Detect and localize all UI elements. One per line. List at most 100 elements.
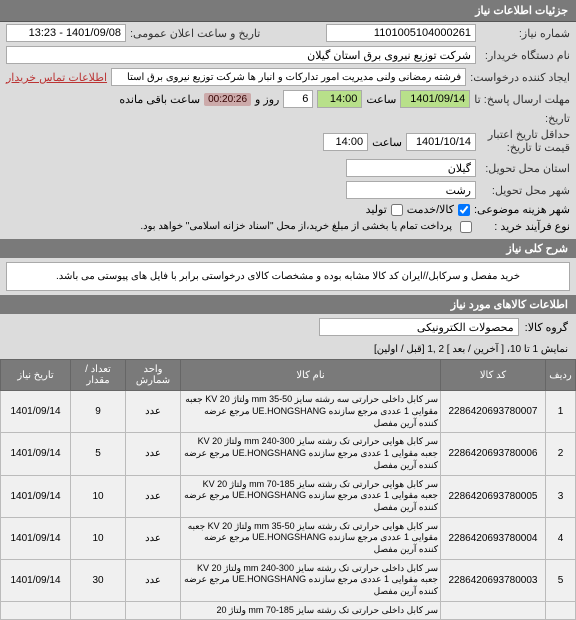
- cell-unit: عدد: [126, 475, 181, 517]
- th-code: کد کالا: [441, 360, 546, 391]
- pay-label: نوع فرآیند خرید :: [480, 220, 570, 233]
- cell-name: سر کابل داخلی حرارتی تک رشته سایز mm 70-…: [181, 601, 441, 620]
- cell-name: سر کابل هوایی حرارتی تک رشته سایز mm 35-…: [181, 517, 441, 559]
- cell-qty: 5: [71, 433, 126, 475]
- pager[interactable]: نمایش 1 تا 10، [ آخرین / بعد ] 2 ,1 [قبل…: [0, 340, 576, 359]
- cell-date: 1401/09/14: [1, 517, 71, 559]
- device-label: نام دستگاه خریدار:: [480, 49, 570, 62]
- valid-label: حداقل تاریخ اعتبار قیمت تا تاریخ:: [480, 129, 570, 155]
- valid-time: 14:00: [323, 133, 368, 151]
- cell-idx: 4: [546, 517, 576, 559]
- cell-code: 2286420693780003: [441, 559, 546, 601]
- cell-idx: 5: [546, 559, 576, 601]
- days-label: روز و: [255, 93, 279, 106]
- cell-qty: 10: [71, 517, 126, 559]
- th-unit: واحد شمارش: [126, 360, 181, 391]
- city-value: رشت: [346, 181, 476, 199]
- cell-idx: 3: [546, 475, 576, 517]
- cell-code: [441, 601, 546, 620]
- deadline-time: 14:00: [317, 90, 362, 108]
- cb-prod[interactable]: [391, 204, 403, 216]
- items-table: ردیف کد کالا نام کالا واحد شمارش تعداد /…: [0, 359, 576, 620]
- cell-unit: [126, 601, 181, 620]
- topic-label: شهر هزینه موضوعی:: [474, 203, 570, 216]
- header-title: جزئیات اطلاعات نیاز: [475, 5, 568, 17]
- state-value: گیلان: [346, 159, 476, 177]
- group-value: محصولات الکترونیکی: [319, 318, 519, 336]
- cell-code: 2286420693780006: [441, 433, 546, 475]
- table-row: 32286420693780005سر کابل هوایی حرارتی تک…: [1, 475, 576, 517]
- cb-goods-label: کالا/خدمت: [407, 203, 454, 216]
- table-row: 12286420693780007سر کابل داخلی حرارتی سه…: [1, 391, 576, 433]
- cell-unit: عدد: [126, 433, 181, 475]
- table-header-row: ردیف کد کالا نام کالا واحد شمارش تعداد /…: [1, 360, 576, 391]
- group-row: گروه کالا: محصولات الکترونیکی: [0, 314, 576, 340]
- cell-date: 1401/09/14: [1, 559, 71, 601]
- deadline-label: مهلت ارسال پاسخ: تا: [474, 93, 570, 106]
- row-creator: ایجاد کننده درخواست: فرشته رمضانی ولنی م…: [0, 66, 576, 88]
- contact-link[interactable]: اطلاعات تماس خریدار: [6, 71, 107, 84]
- group-label: گروه کالا:: [525, 321, 568, 334]
- th-idx: ردیف: [546, 360, 576, 391]
- table-row: 22286420693780006سر کابل هوایی حرارتی تک…: [1, 433, 576, 475]
- time-label-2: ساعت: [372, 136, 402, 149]
- cell-unit: عدد: [126, 559, 181, 601]
- items-section: اطلاعات کالاهای مورد نیاز گروه کالا: محص…: [0, 295, 576, 620]
- row-topic: شهر هزینه موضوعی: کالا/خدمت تولید: [0, 201, 576, 218]
- remain-label: ساعت باقی مانده: [119, 93, 200, 106]
- cell-qty: 30: [71, 559, 126, 601]
- cell-name: سر کابل داخلی حرارتی سه رشته سایز mm 35-…: [181, 391, 441, 433]
- deadline-date: 1401/09/14: [400, 90, 470, 108]
- row-valid: حداقل تاریخ اعتبار قیمت تا تاریخ: 1401/1…: [0, 127, 576, 157]
- row-deadline: مهلت ارسال پاسخ: تا 1401/09/14 ساعت 14:0…: [0, 88, 576, 110]
- cell-idx: 1: [546, 391, 576, 433]
- row-number: شماره نیاز: 1101005104000261 تاریخ و ساع…: [0, 22, 576, 44]
- th-date: تاریخ نیاز: [1, 360, 71, 391]
- table-row: سر کابل داخلی حرارتی تک رشته سایز mm 70-…: [1, 601, 576, 620]
- cell-idx: 2: [546, 433, 576, 475]
- cell-date: 1401/09/14: [1, 433, 71, 475]
- date-value: 1401/09/08 - 13:23: [6, 24, 126, 42]
- device-value: شرکت توزیع نیروی برق استان گیلان: [6, 46, 476, 64]
- number-value: 1101005104000261: [326, 24, 476, 42]
- cell-qty: 10: [71, 475, 126, 517]
- cell-name: سر کابل داخلی حرارتی تک رشته سایز mm 240…: [181, 559, 441, 601]
- state-label: استان محل تحویل:: [480, 162, 570, 175]
- time-label-1: ساعت: [366, 93, 396, 106]
- desc-section: شرح کلی نیاز خرید مفصل و سرکابل//ایران ک…: [0, 239, 576, 291]
- cell-code: 2286420693780004: [441, 517, 546, 559]
- valid-date: 1401/10/14: [406, 133, 476, 151]
- row-tarikh: تاریخ:: [0, 110, 576, 127]
- cell-qty: [71, 601, 126, 620]
- row-city: شهر محل تحویل: رشت: [0, 179, 576, 201]
- cell-qty: 9: [71, 391, 126, 433]
- countdown-timer: 00:20:26: [204, 93, 251, 106]
- desc-header: شرح کلی نیاز: [0, 239, 576, 258]
- days-value: 6: [283, 90, 313, 108]
- cell-date: [1, 601, 71, 620]
- creator-value: فرشته رمضانی ولنی مدیریت امور تدارکات و …: [111, 68, 466, 86]
- th-name: نام کالا: [181, 360, 441, 391]
- tarikh-label: تاریخ:: [480, 112, 570, 125]
- pay-cb1[interactable]: [460, 221, 472, 233]
- city-label: شهر محل تحویل:: [480, 184, 570, 197]
- cell-date: 1401/09/14: [1, 475, 71, 517]
- desc-text: خرید مفصل و سرکابل//ایران کد کالا مشابه …: [6, 262, 570, 291]
- cb-goods[interactable]: [458, 204, 470, 216]
- th-qty: تعداد / مقدار: [71, 360, 126, 391]
- creator-label: ایجاد کننده درخواست:: [470, 71, 570, 84]
- row-payment: نوع فرآیند خرید : پرداخت تمام یا بخشی از…: [0, 218, 576, 235]
- row-device: نام دستگاه خریدار: شرکت توزیع نیروی برق …: [0, 44, 576, 66]
- main-header: جزئیات اطلاعات نیاز: [0, 0, 576, 22]
- cell-date: 1401/09/14: [1, 391, 71, 433]
- date-label: تاریخ و ساعت اعلان عمومی:: [130, 27, 260, 40]
- pay-opt1: پرداخت تمام یا بخشی از مبلغ خرید،از محل …: [140, 221, 452, 232]
- items-header: اطلاعات کالاهای مورد نیاز: [0, 295, 576, 314]
- cell-unit: عدد: [126, 391, 181, 433]
- cell-unit: عدد: [126, 517, 181, 559]
- table-row: 42286420693780004سر کابل هوایی حرارتی تک…: [1, 517, 576, 559]
- number-label: شماره نیاز:: [480, 27, 570, 40]
- cell-name: سر کابل هوایی حرارتی تک رشته سایز mm 70-…: [181, 475, 441, 517]
- cell-name: سر کابل هوایی حرارتی تک رشته سایز mm 240…: [181, 433, 441, 475]
- cell-code: 2286420693780007: [441, 391, 546, 433]
